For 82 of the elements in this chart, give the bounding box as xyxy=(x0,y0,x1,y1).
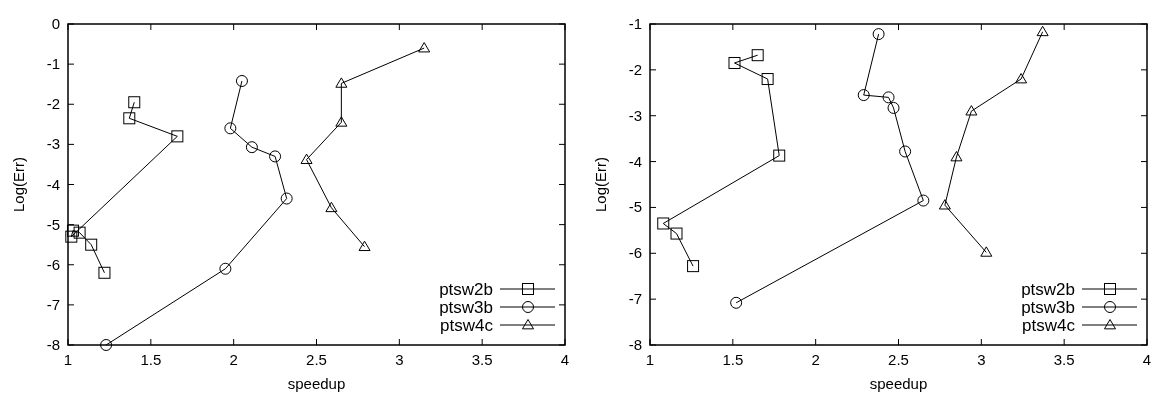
point xyxy=(729,296,742,309)
point xyxy=(66,224,79,237)
y-tick-label: -6 xyxy=(46,255,60,273)
y-axis-title: Log(Err) xyxy=(591,156,609,213)
point xyxy=(280,192,293,205)
x-tick-label: 4 xyxy=(560,351,570,368)
point xyxy=(73,226,86,239)
x-tick-label: 2.5 xyxy=(887,351,909,368)
y-tick-label: -5 xyxy=(628,198,642,216)
y-tick-label: 0 xyxy=(51,15,60,32)
x-tick-label: 1 xyxy=(645,351,654,368)
point xyxy=(686,260,699,273)
legend-label: ptsw2b xyxy=(439,280,493,299)
y-tick-label: -2 xyxy=(628,60,642,78)
y-tick-label: -4 xyxy=(628,152,642,170)
x-tick-label: 1.5 xyxy=(721,351,743,368)
point xyxy=(269,150,282,163)
point xyxy=(418,42,431,53)
legend-label: ptsw2b xyxy=(1020,280,1075,299)
point xyxy=(300,153,313,164)
point xyxy=(761,73,774,86)
x-tick-label: 2 xyxy=(229,351,238,368)
point xyxy=(949,150,962,162)
point xyxy=(938,199,951,210)
x-tick-label: 3 xyxy=(395,351,404,368)
point xyxy=(65,230,78,243)
point xyxy=(857,89,870,102)
point xyxy=(772,149,785,162)
y-tick-label: -1 xyxy=(46,55,60,73)
point xyxy=(656,217,669,230)
point xyxy=(235,74,248,87)
x-tick-label: 3.5 xyxy=(1053,351,1075,368)
point xyxy=(964,105,977,116)
point xyxy=(219,262,232,275)
y-tick-label: -7 xyxy=(628,290,642,308)
point xyxy=(916,194,929,207)
x-axis-title: speedup xyxy=(287,375,346,392)
y-tick-label: -1 xyxy=(628,15,642,32)
y-tick-label: -7 xyxy=(46,295,60,313)
point xyxy=(224,122,237,135)
point xyxy=(358,240,371,252)
legend-label: ptsw3b xyxy=(439,298,493,317)
point xyxy=(751,49,764,62)
point xyxy=(98,266,111,279)
point xyxy=(123,112,136,125)
point xyxy=(882,91,895,104)
y-tick-label: -3 xyxy=(46,135,60,153)
point xyxy=(128,96,141,109)
point xyxy=(1036,25,1049,37)
x-tick-label: 2 xyxy=(810,351,820,368)
x-tick-label: 4 xyxy=(1142,351,1151,368)
point xyxy=(325,201,338,213)
point xyxy=(100,339,113,351)
x-tick-label: 1.5 xyxy=(140,351,162,368)
point xyxy=(335,116,348,127)
point xyxy=(979,246,992,257)
point xyxy=(245,141,258,154)
y-axis-title: Log(Err) xyxy=(10,156,27,213)
point xyxy=(727,56,740,69)
x-tick-label: 2.5 xyxy=(306,351,327,368)
x-tick-label: 3.5 xyxy=(471,351,493,368)
point xyxy=(85,238,98,251)
point xyxy=(1014,73,1027,84)
x-tick-label: 3 xyxy=(976,351,986,368)
y-tick-label: -6 xyxy=(628,244,642,262)
point xyxy=(171,130,184,143)
legend-label: ptsw4c xyxy=(440,316,494,335)
point xyxy=(898,145,911,158)
y-tick-label: -8 xyxy=(46,336,60,353)
legend-label: ptsw4c xyxy=(1021,316,1075,335)
point xyxy=(887,101,900,114)
point xyxy=(670,227,683,240)
point xyxy=(335,77,348,88)
y-tick-label: -3 xyxy=(628,106,642,124)
x-tick-label: 1 xyxy=(63,351,73,368)
y-tick-label: -4 xyxy=(46,175,60,193)
legend-label: ptsw3b xyxy=(1020,298,1075,317)
y-tick-label: -8 xyxy=(628,336,642,353)
y-tick-label: -2 xyxy=(46,95,60,113)
y-tick-label: -5 xyxy=(46,215,60,233)
x-axis-title: speedup xyxy=(869,375,927,392)
point xyxy=(872,28,885,41)
